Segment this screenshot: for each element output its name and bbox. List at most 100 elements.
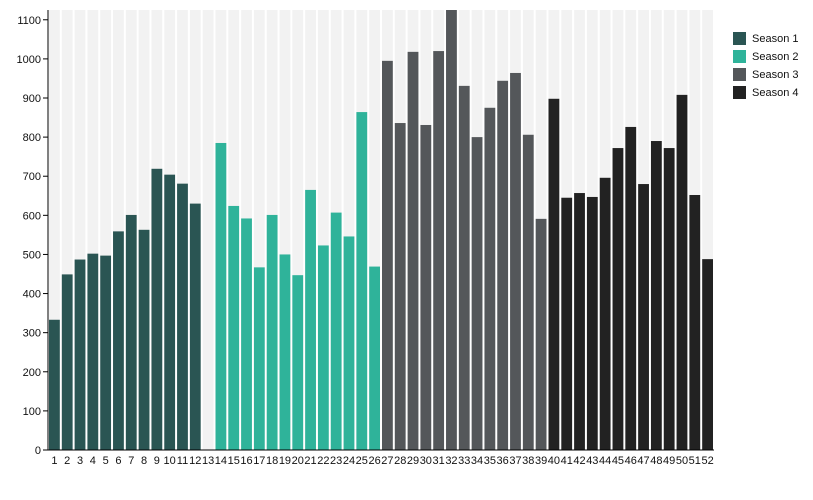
bar-episode-36[interactable] bbox=[497, 80, 509, 451]
y-tick-label: 600 bbox=[23, 210, 41, 222]
bar-episode-32[interactable] bbox=[446, 10, 457, 450]
x-tick-label: 5 bbox=[103, 455, 109, 467]
x-tick-label: 19 bbox=[279, 455, 291, 467]
x-tick-label: 49 bbox=[663, 455, 675, 467]
legend-item[interactable]: Season 1 bbox=[733, 32, 798, 45]
x-tick-label: 37 bbox=[509, 455, 521, 467]
x-tick-label: 29 bbox=[407, 455, 419, 467]
bar-episode-25[interactable] bbox=[356, 112, 368, 450]
bar-episode-5[interactable] bbox=[100, 255, 112, 450]
bar-episode-51[interactable] bbox=[689, 194, 701, 450]
background-band bbox=[292, 10, 304, 450]
bar-episode-7[interactable] bbox=[125, 214, 137, 450]
bar-episode-31[interactable] bbox=[433, 51, 445, 451]
x-tick-label: 45 bbox=[612, 455, 624, 467]
background-band bbox=[61, 10, 73, 450]
bar-episode-22[interactable] bbox=[317, 245, 329, 450]
bar-episode-30[interactable] bbox=[420, 124, 432, 450]
x-tick-label: 50 bbox=[676, 455, 688, 467]
x-tick-label: 8 bbox=[141, 455, 147, 467]
background-band bbox=[74, 10, 86, 450]
x-tick-label: 11 bbox=[177, 455, 188, 467]
x-tick-label: 46 bbox=[625, 455, 637, 467]
bar-episode-21[interactable] bbox=[305, 189, 316, 450]
x-tick-label: 47 bbox=[637, 455, 649, 467]
bar-episode-20[interactable] bbox=[292, 275, 304, 450]
bar-episode-18[interactable] bbox=[266, 214, 278, 450]
x-tick-label: 34 bbox=[471, 455, 483, 467]
bar-episode-39[interactable] bbox=[535, 218, 547, 450]
x-tick-label: 2 bbox=[64, 455, 70, 467]
bar-episode-8[interactable] bbox=[138, 229, 150, 450]
bar-episode-34[interactable] bbox=[471, 137, 483, 450]
x-tick-label: 36 bbox=[497, 455, 509, 467]
bar-episode-29[interactable] bbox=[407, 51, 419, 451]
bar-episode-52[interactable] bbox=[702, 259, 713, 450]
bar-episode-24[interactable] bbox=[343, 236, 355, 450]
bar-episode-45[interactable] bbox=[612, 148, 624, 450]
bar-episode-38[interactable] bbox=[522, 134, 534, 450]
bar-episode-33[interactable] bbox=[458, 85, 470, 451]
bar-episode-16[interactable] bbox=[241, 218, 252, 450]
legend-label: Season 4 bbox=[752, 86, 799, 99]
bar-episode-27[interactable] bbox=[382, 60, 393, 450]
x-tick-label: 41 bbox=[561, 455, 573, 467]
x-tick-label: 17 bbox=[253, 455, 265, 467]
bar-episode-37[interactable] bbox=[510, 72, 521, 451]
x-tick-label: 20 bbox=[292, 455, 304, 467]
bar-episode-12[interactable] bbox=[189, 203, 201, 450]
x-tick-label: 9 bbox=[154, 455, 160, 467]
x-tick-label: 32 bbox=[445, 455, 457, 467]
bar-episode-15[interactable] bbox=[228, 205, 240, 450]
bar-episode-9[interactable] bbox=[151, 168, 163, 450]
bar-episode-47[interactable] bbox=[638, 184, 649, 451]
x-tick-label: 39 bbox=[535, 455, 547, 467]
bar-episode-10[interactable] bbox=[164, 174, 176, 450]
bar-episode-49[interactable] bbox=[663, 148, 675, 450]
bar-episode-4[interactable] bbox=[87, 253, 99, 450]
bar-episode-28[interactable] bbox=[394, 123, 406, 450]
bar-episode-6[interactable] bbox=[113, 231, 124, 450]
background-band bbox=[369, 10, 380, 450]
bar-episode-23[interactable] bbox=[330, 212, 342, 450]
x-tick-label: 38 bbox=[522, 455, 534, 467]
x-tick-label: 13 bbox=[202, 455, 214, 467]
x-tick-label: 52 bbox=[701, 455, 713, 467]
bar-episode-35[interactable] bbox=[484, 107, 496, 451]
bar-episode-50[interactable] bbox=[676, 94, 688, 451]
bar-episode-19[interactable] bbox=[279, 254, 291, 450]
bar-episode-2[interactable] bbox=[61, 274, 73, 450]
bar-episode-48[interactable] bbox=[650, 141, 662, 450]
legend-label: Season 1 bbox=[752, 32, 799, 45]
bar-episode-11[interactable] bbox=[177, 183, 188, 451]
x-tick-label: 35 bbox=[484, 455, 496, 467]
x-tick-label: 25 bbox=[356, 455, 368, 467]
bar-episode-14[interactable] bbox=[215, 142, 227, 450]
bar-episode-3[interactable] bbox=[74, 259, 86, 450]
bar-episode-43[interactable] bbox=[586, 196, 598, 450]
background-band bbox=[100, 10, 112, 450]
legend-item[interactable]: Season 3 bbox=[733, 68, 798, 81]
legend-swatch bbox=[733, 86, 746, 99]
legend-item[interactable]: Season 4 bbox=[733, 86, 798, 99]
bar-episode-1[interactable] bbox=[49, 319, 60, 450]
background-band bbox=[202, 10, 214, 450]
bar-episode-44[interactable] bbox=[599, 177, 611, 450]
x-tick-label: 21 bbox=[304, 455, 316, 467]
x-tick-label: 1 bbox=[51, 455, 57, 467]
background-band bbox=[279, 10, 291, 450]
bar-episode-46[interactable] bbox=[625, 126, 637, 450]
bar-episode-41[interactable] bbox=[561, 197, 573, 450]
y-tick-label: 300 bbox=[23, 328, 41, 340]
bar-episode-26[interactable] bbox=[369, 266, 380, 450]
x-tick-label: 10 bbox=[164, 455, 176, 467]
bar-episode-42[interactable] bbox=[574, 193, 585, 451]
legend-item[interactable]: Season 2 bbox=[733, 50, 798, 63]
bar-episode-40[interactable] bbox=[548, 98, 560, 450]
x-tick-label: 48 bbox=[650, 455, 662, 467]
background-band bbox=[113, 10, 124, 450]
legend-swatch bbox=[733, 50, 746, 63]
x-tick-label: 40 bbox=[548, 455, 560, 467]
bar-episode-17[interactable] bbox=[253, 267, 265, 450]
